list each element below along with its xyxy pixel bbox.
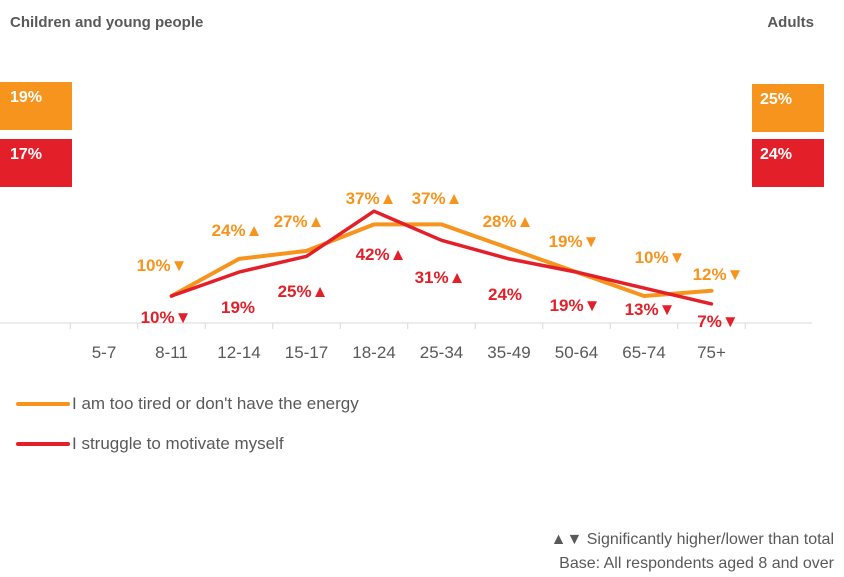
- legend-label-tired: I am too tired or don't have the energy: [72, 394, 359, 413]
- x-tick-label: 8-11: [155, 343, 188, 362]
- data-label-motivate: 24%: [488, 285, 522, 304]
- x-tick-label: 50-64: [555, 343, 598, 362]
- data-label-motivate: 19%▼: [550, 296, 601, 315]
- x-tick-label: 35-49: [487, 343, 530, 362]
- data-label-motivate: 13%▼: [625, 300, 676, 319]
- children-section-title: Children and young people: [10, 14, 204, 31]
- legend-label-motivate: I struggle to motivate myself: [72, 434, 284, 453]
- x-tick-label: 25-34: [420, 343, 463, 362]
- legend-item-tired: I am too tired or don't have the energy: [16, 394, 359, 414]
- data-label-tired: 28%▲: [483, 212, 534, 231]
- data-label-tired: 37%▲: [412, 189, 463, 208]
- data-label-motivate: 19%: [221, 298, 255, 317]
- legend-item-motivate: I struggle to motivate myself: [16, 434, 284, 454]
- children-total-motivate-box: 17%: [0, 139, 72, 187]
- base-footnote: Base: All respondents aged 8 and over: [559, 555, 834, 572]
- adults-total-tired-box: 25%: [752, 84, 824, 132]
- adults-section-title: Adults: [767, 14, 814, 31]
- legend-swatch-tired: [16, 402, 70, 406]
- data-label-tired: 10%▼: [635, 248, 686, 267]
- data-label-motivate: 31%▲: [415, 268, 466, 287]
- significance-footnote: ▲▼ Significantly higher/lower than total: [550, 531, 834, 548]
- data-label-motivate: 42%▲: [356, 245, 407, 264]
- data-label-tired: 37%▲: [346, 189, 397, 208]
- data-label-tired: 24%▲: [212, 221, 263, 240]
- data-label-tired: 10%▼: [137, 256, 188, 275]
- series-line-tired: [169, 222, 714, 298]
- adults-total-motivate-box: 24%: [752, 139, 824, 187]
- data-label-tired: 12%▼: [693, 265, 744, 284]
- data-label-tired: 19%▼: [549, 232, 600, 251]
- data-label-motivate: 25%▲: [278, 282, 329, 301]
- x-tick-label: 75+: [697, 343, 726, 362]
- x-tick-label: 15-17: [285, 343, 328, 362]
- x-tick-label: 65-74: [622, 343, 665, 362]
- x-tick-label: 5-7: [92, 343, 117, 362]
- legend-swatch-motivate: [16, 442, 70, 446]
- line-chart: 5-7 8-11 12-14 15-17 18-24 25-34 35-49 50-64 65-…: [0, 189, 812, 362]
- data-label-motivate: 7%▼: [697, 312, 738, 331]
- children-total-tired-box: 19%: [0, 82, 72, 130]
- x-tick-label: 12-14: [217, 343, 260, 362]
- data-label-tired: 27%▲: [274, 212, 325, 231]
- series-line-motivate: [169, 209, 714, 306]
- x-tick-label: 18-24: [352, 343, 395, 362]
- data-label-motivate: 10%▼: [141, 308, 192, 327]
